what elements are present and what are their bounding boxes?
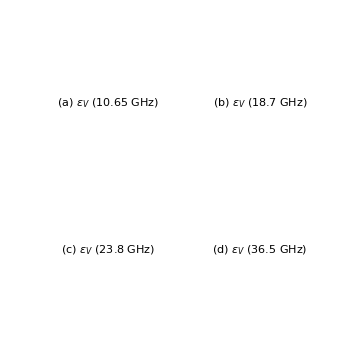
Text: (c) $\varepsilon_V$ (23.8 GHz): (c) $\varepsilon_V$ (23.8 GHz) — [61, 244, 155, 257]
Text: (a) $\varepsilon_V$ (10.65 GHz): (a) $\varepsilon_V$ (10.65 GHz) — [57, 97, 159, 110]
Text: (b) $\varepsilon_V$ (18.7 GHz): (b) $\varepsilon_V$ (18.7 GHz) — [213, 97, 307, 110]
Text: (d) $\varepsilon_V$ (36.5 GHz): (d) $\varepsilon_V$ (36.5 GHz) — [212, 244, 308, 257]
